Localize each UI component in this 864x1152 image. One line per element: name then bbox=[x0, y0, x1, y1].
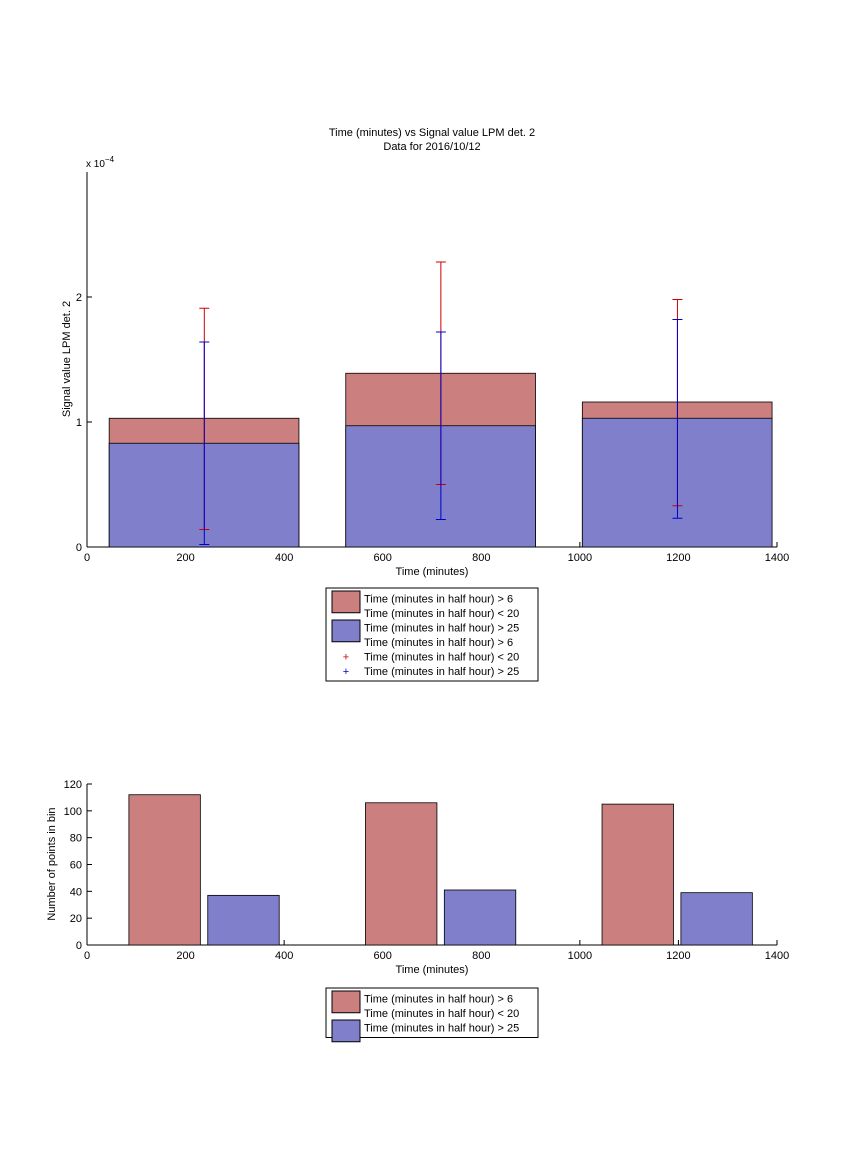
legend-marker-blue: + bbox=[343, 666, 349, 678]
bar-red bbox=[601, 803, 674, 946]
legend-swatch-blue bbox=[331, 1019, 361, 1043]
bar-blue bbox=[680, 892, 753, 946]
x-tick-label: 400 bbox=[275, 552, 293, 564]
signal-plot: x 10−4 Time (minutes) Signal value LPM d… bbox=[61, 155, 789, 578]
x-tick-label: 400 bbox=[275, 950, 293, 962]
y-tick-label: 40 bbox=[70, 886, 82, 898]
legend-entry-label: Time (minutes in half hour) > 25 bbox=[364, 666, 519, 678]
y-axis-label: Signal value LPM det. 2 bbox=[61, 301, 73, 417]
x-tick-label: 800 bbox=[472, 950, 490, 962]
y-tick-label: 20 bbox=[70, 913, 82, 925]
legend-box bbox=[325, 587, 539, 682]
legend-entry-label: Time (minutes in half hour) > 25 bbox=[364, 623, 519, 635]
y-tick-label: 100 bbox=[64, 806, 82, 818]
x-tick-label: 600 bbox=[374, 552, 392, 564]
x-tick-label: 200 bbox=[176, 950, 194, 962]
legend-entry-label: Time (minutes in half hour) > 25 bbox=[364, 1023, 519, 1035]
legend-swatch-red bbox=[331, 590, 361, 614]
y-tick-label: 2 bbox=[76, 292, 82, 304]
x-axis-label: Time (minutes) bbox=[396, 964, 469, 976]
x-tick-label: 1200 bbox=[666, 552, 690, 564]
x-tick-label: 200 bbox=[176, 552, 194, 564]
x-tick-label: 800 bbox=[472, 552, 490, 564]
y-tick-label: 1 bbox=[76, 417, 82, 429]
x-tick-label: 1200 bbox=[666, 950, 690, 962]
legend-entry-label: Time (minutes in half hour) > 6 bbox=[364, 637, 513, 649]
legend-box bbox=[325, 987, 539, 1038]
legend-entry-label: Time (minutes in half hour) < 20 bbox=[364, 1008, 519, 1020]
legend-swatch-red bbox=[331, 990, 361, 1014]
count-legend: Time (minutes in half hour) > 6 Time (min… bbox=[325, 987, 539, 1043]
legend-entry-label: Time (minutes in half hour) > 6 bbox=[364, 994, 513, 1006]
signal-legend: Time (minutes in half hour) > 6 Time (min… bbox=[325, 587, 539, 682]
legend-entry-label: Time (minutes in half hour) > 6 bbox=[364, 594, 513, 606]
y-tick-label: 60 bbox=[70, 860, 82, 872]
y-exponent-label: x 10−4 bbox=[86, 155, 115, 170]
y-tick-label: 80 bbox=[70, 833, 82, 845]
y-tick-label: 120 bbox=[64, 779, 82, 791]
y-tick-label: 0 bbox=[76, 940, 82, 952]
count-plot: Time (minutes) Number of points in bin 0… bbox=[46, 779, 789, 976]
bar-red bbox=[365, 802, 438, 946]
y-axis-label: Number of points in bin bbox=[46, 807, 58, 920]
bar-blue bbox=[443, 889, 517, 946]
legend-entry-label: Time (minutes in half hour) < 20 bbox=[364, 608, 519, 620]
x-tick-label: 0 bbox=[84, 950, 90, 962]
x-tick-label: 0 bbox=[84, 552, 90, 564]
chart-title: Time (minutes) vs Signal value LPM det. … bbox=[329, 127, 535, 139]
bar-blue bbox=[207, 894, 280, 946]
x-tick-label: 600 bbox=[374, 950, 392, 962]
x-tick-label: 1400 bbox=[765, 552, 789, 564]
x-tick-label: 1000 bbox=[568, 950, 592, 962]
legend-marker-red: + bbox=[343, 652, 349, 664]
x-axis-label: Time (minutes) bbox=[396, 566, 469, 578]
legend-swatch-blue bbox=[331, 619, 361, 643]
bar-red bbox=[128, 794, 201, 946]
chart-subtitle: Data for 2016/10/12 bbox=[383, 141, 480, 153]
y-tick-label: 0 bbox=[76, 542, 82, 554]
x-tick-label: 1400 bbox=[765, 950, 789, 962]
legend-entry-label: Time (minutes in half hour) < 20 bbox=[364, 652, 519, 664]
x-tick-label: 1000 bbox=[568, 552, 592, 564]
